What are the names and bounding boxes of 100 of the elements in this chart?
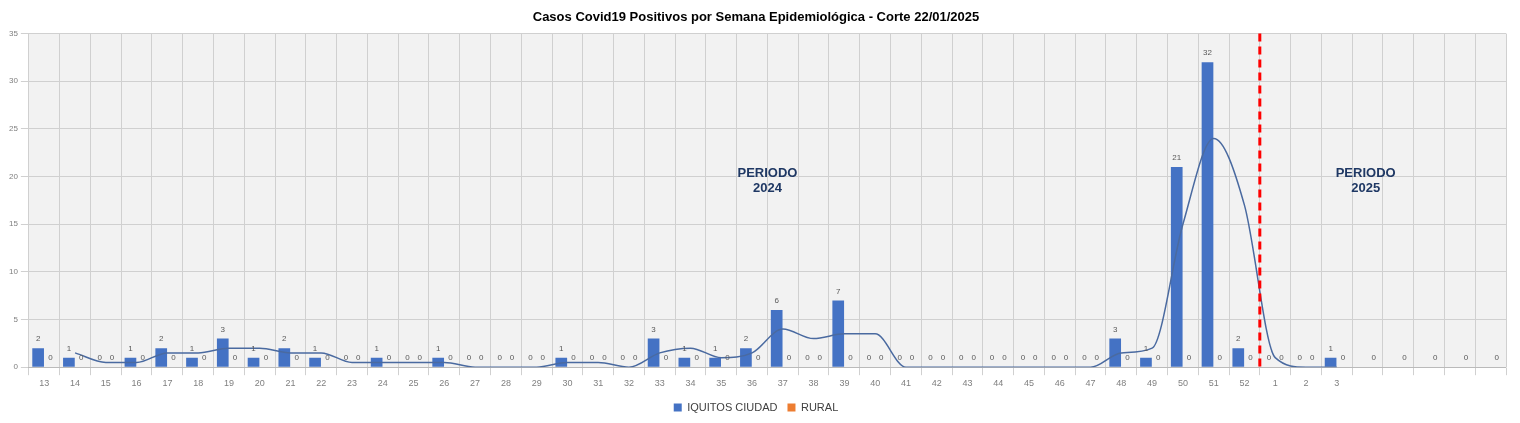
data-label: 0 [755, 353, 761, 363]
data-label: 1 [559, 343, 565, 353]
y-tick-label: 30 [8, 76, 19, 86]
data-label: 0 [48, 353, 54, 363]
chart-title: Casos Covid19 Positivos por Semana Epidemiológica - Corte 22/01/2025 [532, 9, 980, 25]
x-tick-label: 41 [900, 378, 911, 389]
y-tick-label: 35 [8, 28, 19, 38]
data-label: 0 [78, 353, 84, 363]
data-label: 1 [374, 343, 380, 353]
data-label: 0 [140, 353, 146, 363]
data-label: 0 [202, 353, 208, 363]
data-label: 0 [663, 353, 669, 363]
data-label: 2 [35, 334, 41, 344]
data-label: 0 [620, 353, 626, 363]
data-label: 0 [232, 353, 238, 363]
data-label: 21 [1172, 153, 1182, 163]
x-tick-label: 24 [377, 378, 388, 389]
data-label: 1 [1143, 343, 1149, 353]
data-label: 0 [325, 353, 331, 363]
data-label: 0 [1463, 353, 1469, 363]
data-label: 0 [343, 353, 349, 363]
data-label: 3 [220, 324, 226, 334]
bar [740, 348, 752, 367]
bar [1140, 357, 1152, 367]
x-tick-label: 39 [839, 378, 850, 389]
x-tick-label: 28 [500, 378, 511, 389]
data-label: 0 [97, 353, 103, 363]
y-tick-label: 10 [8, 267, 19, 277]
data-label: 1 [128, 343, 134, 353]
data-label: 2 [1236, 334, 1242, 344]
x-tick-label: 38 [808, 378, 819, 389]
x-tick-label: 46 [1054, 378, 1065, 389]
data-label: 0 [897, 353, 903, 363]
data-label: 0 [928, 353, 934, 363]
data-label: 7 [836, 286, 841, 296]
data-label: 1 [712, 343, 718, 353]
data-label: 1 [1328, 343, 1334, 353]
bar [186, 357, 198, 367]
line-series [74, 137, 1338, 368]
x-tick-label: 17 [162, 378, 173, 389]
bar [678, 357, 691, 367]
data-label: 0 [817, 353, 823, 363]
data-label: 0 [1082, 353, 1088, 363]
x-tick-label: 47 [1085, 378, 1096, 389]
x-tick-label: 43 [962, 378, 973, 389]
bar [216, 338, 229, 367]
data-label: 0 [1020, 353, 1026, 363]
data-label: 0 [386, 353, 392, 363]
data-label: 32 [1203, 48, 1213, 58]
data-label: 0 [1186, 353, 1192, 363]
x-tick-label: 44 [993, 378, 1004, 389]
data-label: 2 [159, 334, 164, 344]
data-label: 0 [1063, 353, 1069, 363]
data-label: 0 [786, 353, 792, 363]
legend-label: IQUITOS CIUDAD [687, 400, 778, 413]
data-label: 0 [989, 353, 995, 363]
data-label: 1 [435, 343, 441, 353]
data-label: 0 [479, 353, 485, 363]
data-label: 0 [1248, 353, 1254, 363]
x-tick-label: 31 [593, 378, 604, 389]
bar [247, 357, 260, 367]
x-tick-label: 34 [685, 378, 696, 389]
data-label: 0 [1279, 353, 1285, 363]
data-label: 0 [528, 353, 534, 363]
data-label: 0 [540, 353, 546, 363]
data-label: 0 [509, 353, 515, 363]
x-tick-label: 48 [1116, 378, 1127, 389]
y-tick-label: 5 [13, 314, 19, 324]
data-label: 0 [1002, 353, 1008, 363]
bar [1201, 62, 1214, 367]
x-tick-label: 16 [131, 378, 142, 389]
data-label: 0 [879, 353, 885, 363]
data-label: 0 [1371, 353, 1377, 363]
data-label: 0 [571, 353, 577, 363]
y-tick-label: 20 [8, 171, 19, 181]
y-tick-label: 0 [13, 362, 19, 372]
bar [278, 348, 291, 367]
x-tick-label: 52 [1239, 378, 1250, 389]
data-label: 0 [1494, 353, 1500, 363]
x-tick-label: 1 [1272, 378, 1278, 389]
x-tick-label: 36 [747, 378, 758, 389]
data-label: 0 [940, 353, 946, 363]
data-label: 0 [848, 353, 854, 363]
x-tick-label: 13 [39, 378, 50, 389]
bar [309, 357, 321, 367]
x-tick-label: 45 [1024, 378, 1035, 389]
data-label: 0 [971, 353, 977, 363]
data-label: 6 [774, 296, 780, 306]
data-label: 0 [866, 353, 872, 363]
bar [155, 348, 168, 367]
bar [63, 357, 75, 367]
data-label: 0 [632, 353, 638, 363]
x-tick-label: 49 [1147, 378, 1158, 389]
bar [1170, 167, 1183, 367]
data-label: 0 [294, 353, 300, 363]
x-tick-label: 2 [1303, 378, 1309, 389]
data-label: 0 [805, 353, 811, 363]
x-tick-label: 51 [1208, 378, 1219, 389]
data-label: 0 [1266, 353, 1272, 363]
x-tick-label: 42 [931, 378, 942, 389]
